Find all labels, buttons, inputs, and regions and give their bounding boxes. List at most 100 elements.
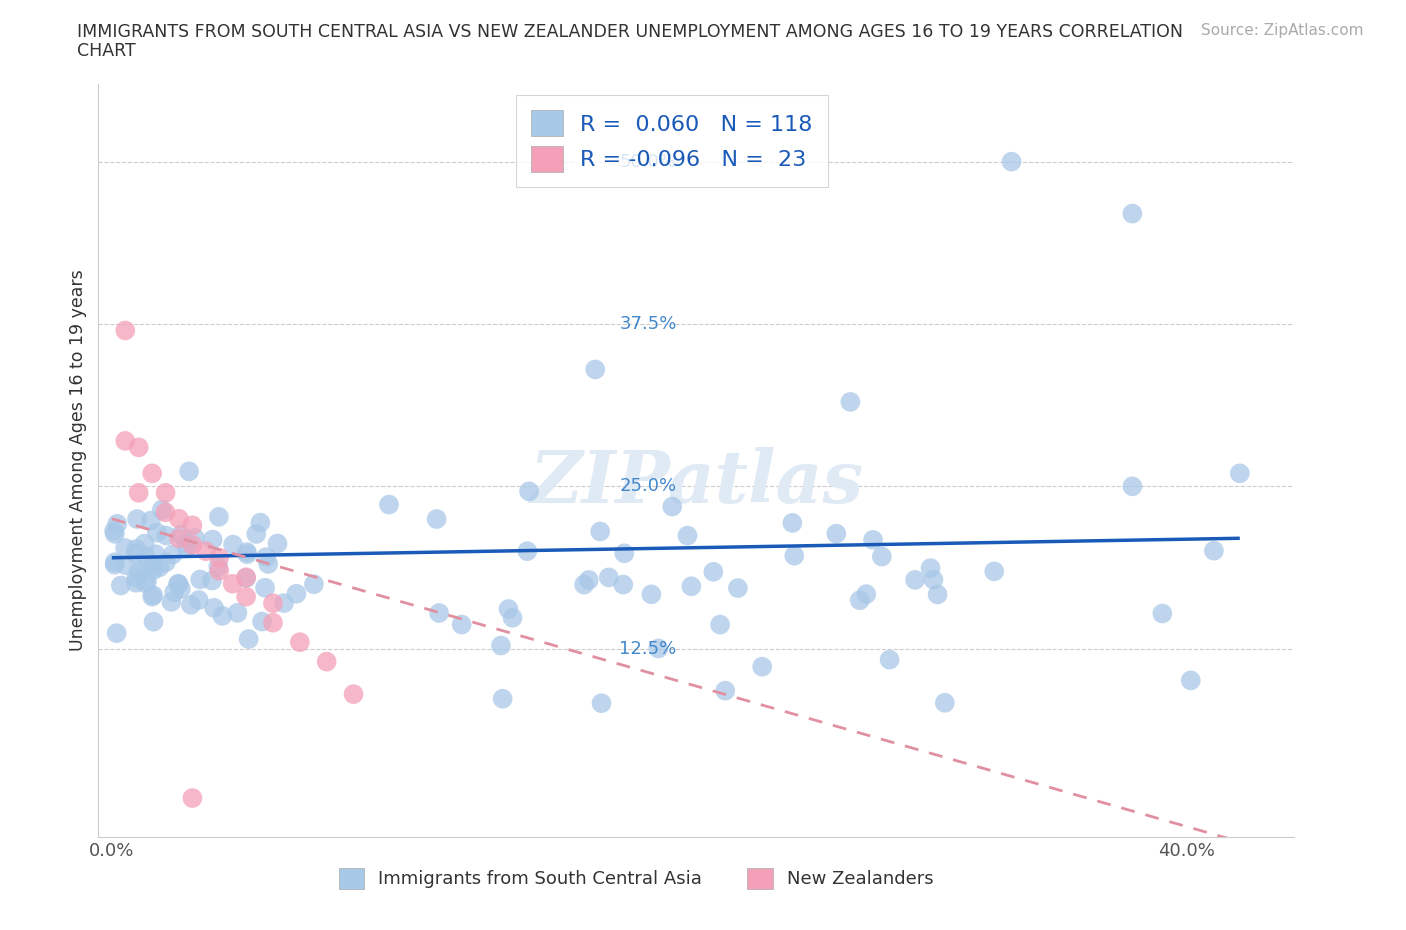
Point (142, 557, 165, 572)
Point (598, 570, 620, 585)
Point (927, 587, 949, 602)
Point (128, 485, 150, 500)
Text: CHART: CHART (77, 42, 136, 60)
Y-axis label: Unemployment Among Ages 16 to 19 years: Unemployment Among Ages 16 to 19 years (69, 270, 87, 651)
Point (498, 602, 520, 617)
Point (782, 515, 804, 530)
Point (1121, 206, 1143, 221)
Point (517, 484, 540, 498)
Point (162, 547, 184, 562)
Point (238, 631, 260, 646)
Point (920, 561, 942, 576)
Point (285, 586, 308, 601)
Point (254, 550, 277, 565)
Point (262, 616, 284, 631)
Point (235, 571, 257, 586)
Point (139, 513, 162, 528)
Point (1229, 466, 1251, 481)
Point (170, 527, 193, 542)
Point (235, 590, 257, 604)
Point (1180, 673, 1202, 688)
Point (516, 544, 538, 559)
Point (315, 654, 337, 669)
Point (167, 531, 190, 546)
Point (103, 524, 125, 538)
Point (825, 526, 848, 541)
Point (163, 585, 186, 600)
Text: Source: ZipAtlas.com: Source: ZipAtlas.com (1201, 23, 1364, 38)
Point (266, 536, 288, 551)
Point (613, 546, 636, 561)
Point (146, 525, 169, 540)
Point (142, 563, 165, 578)
Point (155, 528, 177, 543)
Point (502, 610, 524, 625)
Point (302, 577, 325, 591)
Point (184, 530, 207, 545)
Point (167, 577, 190, 591)
Point (142, 588, 165, 603)
Point (134, 562, 156, 577)
Point (155, 505, 177, 520)
Point (583, 362, 606, 377)
Point (207, 559, 229, 574)
Point (1202, 543, 1225, 558)
Point (591, 696, 613, 711)
Point (751, 659, 773, 674)
Point (128, 565, 150, 579)
Point (125, 512, 148, 526)
Point (235, 570, 257, 585)
Point (1121, 479, 1143, 494)
Text: IMMIGRANTS FROM SOUTH CENTRAL ASIA VS NEW ZEALANDER UNEMPLOYMENT AMONG AGES 16 T: IMMIGRANTS FROM SOUTH CENTRAL ASIA VS NE… (77, 23, 1184, 41)
Point (647, 641, 669, 656)
Point (783, 549, 806, 564)
Point (572, 578, 595, 592)
Point (134, 576, 156, 591)
Point (1000, 154, 1022, 169)
Point (222, 538, 245, 552)
Point (110, 578, 132, 593)
Point (125, 576, 148, 591)
Point (578, 573, 600, 588)
Point (181, 538, 204, 552)
Point (177, 464, 200, 479)
Point (194, 544, 217, 559)
Point (160, 594, 183, 609)
Point (254, 580, 277, 595)
Point (188, 572, 211, 587)
Point (150, 502, 173, 517)
Point (222, 577, 245, 591)
Point (681, 578, 703, 593)
Point (378, 498, 401, 512)
Point (104, 555, 127, 570)
Point (155, 485, 177, 500)
Point (136, 574, 159, 589)
Point (922, 572, 945, 587)
Point (589, 525, 612, 539)
Point (262, 596, 284, 611)
Point (983, 564, 1005, 578)
Point (180, 597, 202, 612)
Point (202, 601, 225, 616)
Point (273, 596, 295, 611)
Point (114, 558, 136, 573)
Point (149, 560, 172, 575)
Point (105, 626, 128, 641)
Point (104, 557, 127, 572)
Point (134, 536, 156, 551)
Point (176, 541, 198, 556)
Point (208, 564, 231, 578)
Point (167, 577, 190, 591)
Point (612, 578, 634, 592)
Point (839, 394, 862, 409)
Point (114, 323, 136, 338)
Point (201, 573, 224, 588)
Point (676, 528, 699, 543)
Point (257, 556, 280, 571)
Point (342, 686, 364, 701)
Point (211, 608, 233, 623)
Point (249, 515, 271, 530)
Point (489, 638, 512, 653)
Point (934, 696, 956, 711)
Point (181, 790, 204, 805)
